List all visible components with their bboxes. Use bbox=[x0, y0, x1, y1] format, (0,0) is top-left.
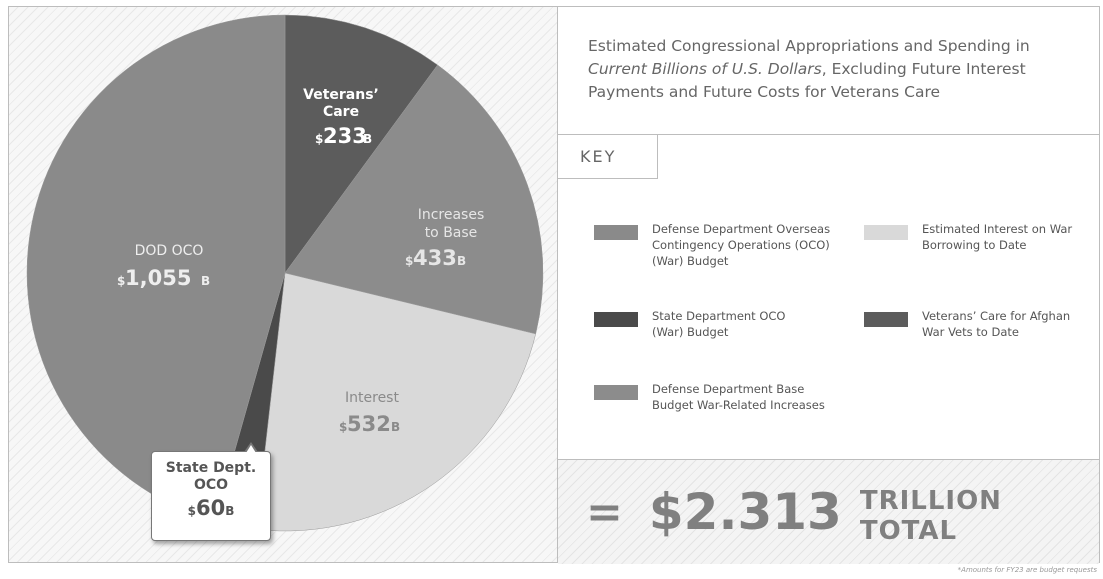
legend-item-interest: Estimated Interest on War Borrowing to D… bbox=[864, 221, 1102, 253]
svg-text:233: 233 bbox=[323, 124, 367, 148]
total-banner: = $2.313 TRILLION TOTAL bbox=[558, 459, 1099, 564]
legend-item-base-increases: Defense Department Base Budget War-Relat… bbox=[594, 381, 832, 413]
svg-text:B: B bbox=[363, 132, 372, 146]
callout-name-2: OCO bbox=[193, 477, 229, 493]
total-equals-sign: = bbox=[586, 486, 623, 538]
legend-dod-line-1: Defense Department Overseas bbox=[652, 222, 831, 236]
chart-title: Estimated Congressional Appropriations a… bbox=[558, 7, 1099, 135]
legend-state-line-1: State Department OCO bbox=[652, 309, 786, 323]
callout-value: $60B bbox=[187, 496, 235, 520]
svg-text:532: 532 bbox=[347, 412, 391, 436]
legend-interest-line-1: Estimated Interest on War bbox=[922, 222, 1073, 236]
legend-swatch-base-increases bbox=[594, 385, 638, 400]
label-veterans-name-1: Veterans’ bbox=[303, 87, 379, 103]
key-heading: KEY bbox=[558, 135, 658, 179]
label-interest-name: Interest bbox=[345, 390, 399, 406]
label-veterans-name-2: Care bbox=[323, 104, 359, 120]
svg-text:$: $ bbox=[339, 420, 347, 434]
legend-dod-line-3: (War) Budget bbox=[652, 254, 729, 268]
label-veterans-value: $ 233 B bbox=[315, 124, 372, 148]
label-dod-value: $ 1,055 B bbox=[117, 266, 210, 290]
legend-veterans-line-1: Veterans’ Care for Afghan bbox=[922, 309, 1071, 323]
legend-swatch-state-oco bbox=[594, 312, 638, 327]
total-label: TRILLION TOTAL bbox=[859, 486, 1002, 546]
info-panel: Estimated Congressional Appropriations a… bbox=[558, 7, 1102, 564]
pie-chart-panel: Veterans’ Care $ 233 B Increases to Base… bbox=[9, 7, 558, 562]
legend-swatch-dod-oco bbox=[594, 225, 638, 240]
legend-item-state-oco: State Department OCO (War) Budget bbox=[594, 308, 832, 340]
label-increases-name-2: to Base bbox=[425, 225, 478, 241]
legend-item-veterans: Veterans’ Care for Afghan War Vets to Da… bbox=[864, 308, 1102, 340]
svg-text:B: B bbox=[457, 254, 466, 268]
label-increases-value: $ 433 B bbox=[405, 246, 466, 270]
label-dod-name: DOD OCO bbox=[135, 243, 204, 259]
svg-text:1,055: 1,055 bbox=[125, 266, 191, 290]
label-increases-name-1: Increases bbox=[418, 207, 485, 223]
legend-veterans-line-2: War Vets to Date bbox=[922, 325, 1019, 339]
legend-swatch-interest bbox=[864, 225, 908, 240]
legend-item-dod-oco: Defense Department Overseas Contingency … bbox=[594, 221, 832, 269]
pie-slice-increases-to-base bbox=[284, 64, 544, 335]
svg-text:$: $ bbox=[117, 274, 125, 288]
legend-base-line-2: Budget War-Related Increases bbox=[652, 398, 825, 412]
svg-text:B: B bbox=[391, 420, 400, 434]
pie-chart: Veterans’ Care $ 233 B Increases to Base… bbox=[26, 14, 544, 532]
title-line-2: Current Billions of U.S. Dollars, Exclud… bbox=[588, 60, 1026, 78]
legend-swatch-veterans bbox=[864, 312, 908, 327]
svg-text:433: 433 bbox=[413, 246, 457, 270]
state-dept-callout: State Dept. OCO $60B bbox=[151, 442, 271, 541]
svg-text:$: $ bbox=[405, 254, 413, 268]
footnote: *Amounts for FY23 are budget requests bbox=[957, 566, 1097, 574]
callout-pointer-fill bbox=[246, 445, 256, 453]
title-line-3: Payments and Future Costs for Veterans C… bbox=[588, 83, 941, 101]
legend-state-line-2: (War) Budget bbox=[652, 325, 729, 339]
legend-base-line-1: Defense Department Base bbox=[652, 382, 805, 396]
pie-slice-veterans-care bbox=[284, 14, 438, 274]
pie-slice-interest bbox=[255, 272, 537, 532]
label-interest-value: $ 532 B bbox=[339, 412, 400, 436]
title-line-1: Estimated Congressional Appropriations a… bbox=[588, 37, 1030, 55]
legend-interest-line-2: Borrowing to Date bbox=[922, 238, 1027, 252]
svg-text:B: B bbox=[201, 274, 210, 288]
svg-text:$: $ bbox=[315, 132, 323, 146]
callout-name-1: State Dept. bbox=[165, 460, 257, 476]
infographic-frame: Veterans’ Care $ 233 B Increases to Base… bbox=[8, 6, 1102, 564]
total-amount: $2.313 bbox=[648, 483, 842, 541]
pie-slice-dod-oco bbox=[26, 14, 286, 522]
legend-dod-line-2: Contingency Operations (OCO) bbox=[652, 238, 830, 252]
